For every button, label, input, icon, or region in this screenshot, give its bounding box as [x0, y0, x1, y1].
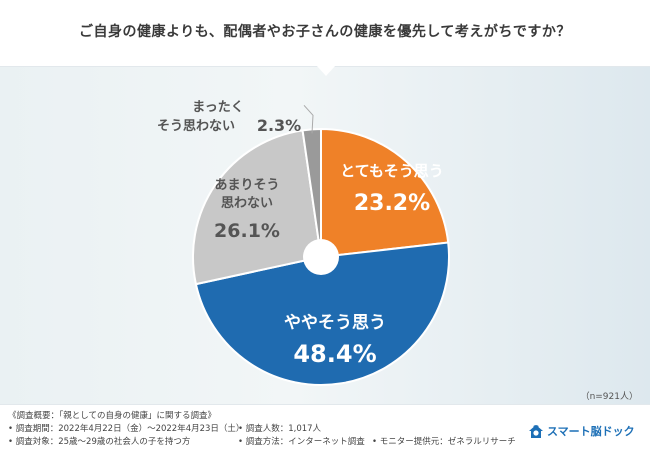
house-brain-icon [529, 425, 543, 438]
survey-overview: 《調査概要：「親としての自身の健康」に関する調査》 [8, 411, 216, 421]
value-strongly-disagree: 2.3% [257, 116, 301, 135]
leader-line-strongly-disagree [303, 104, 314, 134]
label-somewhat-disagree-line1: あまりそう [214, 178, 279, 193]
sample-size: （n=921人） [580, 392, 638, 402]
brand-logo: スマート脳ドック [528, 421, 640, 441]
label-strongly-disagree-line2: そう思わない [157, 119, 235, 134]
slice-strongly-agree [320, 127, 450, 259]
label-somewhat-disagree-line2: 思わない [221, 196, 273, 211]
question-pointer [316, 65, 336, 76]
survey-provider: • モニター提供元：ゼネラルリサーチ [372, 437, 516, 447]
value-somewhat-disagree: 26.1% [214, 220, 280, 242]
survey-footer: 《調査概要：「親としての自身の健康」に関する調査》 • 調査期間：2022年4月… [0, 404, 650, 451]
slice-somewhat-disagree [191, 129, 323, 286]
survey-target: • 調査対象：25歳〜29歳の社会人の子を持つ方 [8, 437, 191, 447]
question-title: ご自身の健康よりも、配偶者やお子さんの健康を優先して考えがちですか？ [79, 24, 571, 40]
survey-method: • 調査方法：インターネット調査 [238, 437, 365, 447]
slice-somewhat-agree [194, 241, 450, 386]
label-strongly-agree: とてもそう思う [340, 162, 444, 180]
survey-period: • 調査期間：2022年4月22日（金）〜2022年4月23日（土） [8, 424, 245, 434]
label-strongly-disagree-line1: まったく [192, 100, 243, 115]
survey-count: • 調査人数：1,017人 [238, 424, 322, 434]
question-box: ご自身の健康よりも、配偶者やお子さんの健康を優先して考えがちですか？ [0, 0, 650, 67]
value-strongly-agree: 23.2% [354, 191, 430, 216]
donut-hole [303, 239, 339, 275]
label-somewhat-agree: ややそう思う [284, 313, 386, 333]
brand-name: スマート脳ドック [547, 425, 635, 438]
value-somewhat-agree: 48.4% [293, 340, 376, 368]
